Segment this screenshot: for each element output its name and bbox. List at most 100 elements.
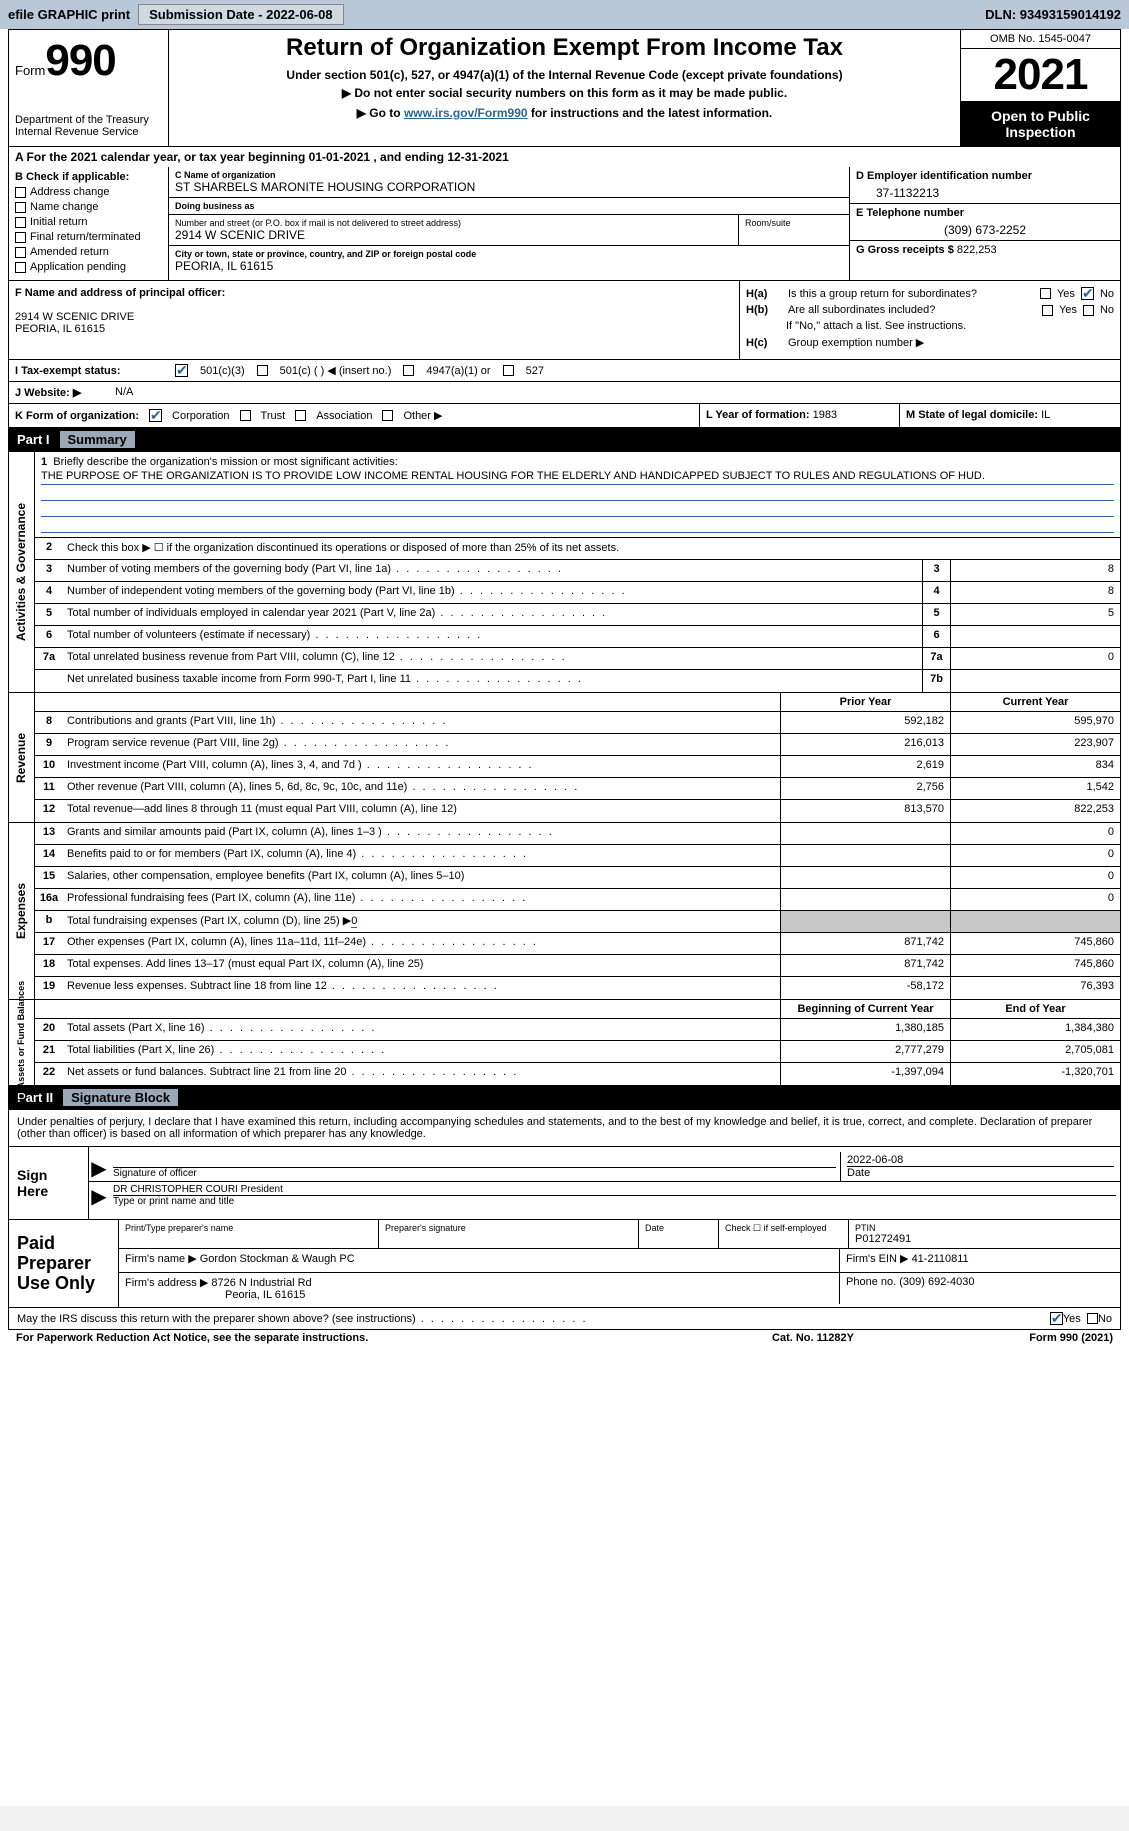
org-name-value: ST SHARBELS MARONITE HOUSING CORPORATION bbox=[175, 180, 843, 194]
l16a-text: Professional fundraising fees (Part IX, … bbox=[63, 889, 780, 910]
signature-label: Signature of officer bbox=[113, 1167, 836, 1179]
l3-box: 3 bbox=[922, 560, 950, 581]
submission-date-button[interactable]: Submission Date - 2022-06-08 bbox=[138, 4, 344, 25]
officer-name-label: Type or print name and title bbox=[113, 1195, 1116, 1207]
assoc-checkbox[interactable] bbox=[295, 410, 306, 421]
application-pending-checkbox[interactable] bbox=[15, 262, 26, 273]
hb-text: Are all subordinates included? bbox=[788, 304, 1036, 316]
address-change-checkbox[interactable] bbox=[15, 187, 26, 198]
website-value: N/A bbox=[115, 386, 133, 399]
l6-num: 6 bbox=[35, 626, 63, 647]
l5-box: 5 bbox=[922, 604, 950, 625]
paid-preparer-block: Paid Preparer Use Only Print/Type prepar… bbox=[8, 1220, 1121, 1308]
l7b-num bbox=[35, 670, 63, 692]
ptin-label: PTIN bbox=[855, 1223, 1114, 1233]
street-cell: Number and street (or P.O. box if mail i… bbox=[169, 215, 739, 245]
l16b-curr-shaded bbox=[950, 911, 1120, 932]
prior-year-header: Prior Year bbox=[780, 693, 950, 711]
4947-checkbox[interactable] bbox=[403, 365, 414, 376]
l15-text: Salaries, other compensation, employee b… bbox=[63, 867, 780, 888]
prep-selfemp-cell[interactable]: Check ☐ if self-employed bbox=[719, 1220, 849, 1248]
na-tab-label: Net Assets or Fund Balances bbox=[17, 980, 27, 1104]
form-subtitle-1: Under section 501(c), 527, or 4947(a)(1)… bbox=[177, 66, 952, 84]
prep-ptin-cell: PTINP01272491 bbox=[849, 1220, 1120, 1248]
irs-link[interactable]: www.irs.gov/Form990 bbox=[404, 106, 528, 120]
l20-prior: 1,380,185 bbox=[780, 1019, 950, 1040]
column-c: C Name of organization ST SHARBELS MARON… bbox=[169, 167, 850, 280]
firm-ein-cell: Firm's EIN ▶ 41-2110811 bbox=[840, 1249, 1120, 1272]
l19-text: Revenue less expenses. Subtract line 18 … bbox=[63, 977, 780, 999]
firm-name-cell: Firm's name ▶ Gordon Stockman & Waugh PC bbox=[119, 1249, 840, 1272]
hb-yes-checkbox[interactable] bbox=[1042, 305, 1053, 316]
firm-ein-value: 41-2110811 bbox=[912, 1253, 969, 1265]
address-row: Number and street (or P.O. box if mail i… bbox=[169, 215, 849, 246]
hb-no-checkbox[interactable] bbox=[1083, 305, 1094, 316]
ein-cell: D Employer identification number 37-1132… bbox=[850, 167, 1120, 204]
street-label: Number and street (or P.O. box if mail i… bbox=[175, 218, 732, 228]
l6-box: 6 bbox=[922, 626, 950, 647]
page-footer: For Paperwork Reduction Act Notice, see … bbox=[8, 1330, 1121, 1346]
mission-blank-2 bbox=[41, 501, 1114, 517]
discuss-no-label: No bbox=[1098, 1313, 1112, 1325]
discuss-yes-checkbox[interactable] bbox=[1050, 1312, 1063, 1325]
prep-name-cell[interactable]: Print/Type preparer's name bbox=[119, 1220, 379, 1248]
l21-curr: 2,705,081 bbox=[950, 1041, 1120, 1062]
corp-checkbox[interactable] bbox=[149, 409, 162, 422]
hc-label: H(c) bbox=[746, 337, 782, 349]
part-2-header: Part II Signature Block bbox=[8, 1086, 1121, 1110]
ha-no-checkbox[interactable] bbox=[1081, 287, 1094, 300]
501c-label: 501(c) ( ) ◀ (insert no.) bbox=[280, 364, 392, 377]
ha-text: Is this a group return for subordinates? bbox=[788, 288, 1034, 300]
final-return-checkbox[interactable] bbox=[15, 232, 26, 243]
sub3-pre: ▶ Go to bbox=[357, 106, 404, 120]
l9-num: 9 bbox=[35, 734, 63, 755]
4947-label: 4947(a)(1) or bbox=[426, 365, 490, 377]
l-cell: L Year of formation: 1983 bbox=[700, 404, 900, 427]
firm-ein-label: Firm's EIN ▶ bbox=[846, 1253, 909, 1265]
form-number: 990 bbox=[45, 36, 115, 85]
l13-num: 13 bbox=[35, 823, 63, 844]
prep-name-label: Print/Type preparer's name bbox=[125, 1223, 372, 1233]
name-field[interactable]: DR CHRISTOPHER COURI President Type or p… bbox=[109, 1182, 1120, 1209]
amended-return-checkbox[interactable] bbox=[15, 247, 26, 258]
trust-checkbox[interactable] bbox=[240, 410, 251, 421]
dba-label: Doing business as bbox=[175, 201, 843, 211]
sig-arrow-icon: ▶ bbox=[89, 1156, 109, 1181]
hb-no-label: No bbox=[1100, 304, 1114, 316]
m-cell: M State of legal domicile: IL bbox=[900, 404, 1120, 427]
signature-field[interactable]: Signature of officer bbox=[109, 1147, 840, 1181]
l21-prior: 2,777,279 bbox=[780, 1041, 950, 1062]
l3-num: 3 bbox=[35, 560, 63, 581]
firm-phone-label: Phone no. bbox=[846, 1276, 896, 1288]
dba-cell: Doing business as bbox=[169, 198, 849, 215]
initial-return-checkbox[interactable] bbox=[15, 217, 26, 228]
527-checkbox[interactable] bbox=[503, 365, 514, 376]
discuss-yes-label: Yes bbox=[1063, 1313, 1081, 1325]
exp-tab: Expenses bbox=[9, 823, 35, 999]
l14-prior bbox=[780, 845, 950, 866]
l10-prior: 2,619 bbox=[780, 756, 950, 777]
mission-blank-1 bbox=[41, 485, 1114, 501]
form-ref: Form 990 (2021) bbox=[913, 1332, 1113, 1344]
firm-name-label: Firm's name ▶ bbox=[125, 1253, 197, 1265]
other-checkbox[interactable] bbox=[382, 410, 393, 421]
sign-here-label: Sign Here bbox=[9, 1147, 89, 1219]
header-left: Form990 Department of the Treasury Inter… bbox=[9, 30, 169, 146]
city-cell: City or town, state or province, country… bbox=[169, 246, 849, 276]
501c3-checkbox[interactable] bbox=[175, 364, 188, 377]
boy-header: Beginning of Current Year bbox=[780, 1000, 950, 1018]
l10-num: 10 bbox=[35, 756, 63, 777]
ha-yes-checkbox[interactable] bbox=[1040, 288, 1051, 299]
l7a-box: 7a bbox=[922, 648, 950, 669]
prep-date-cell[interactable]: Date bbox=[639, 1220, 719, 1248]
discuss-no-checkbox[interactable] bbox=[1087, 1313, 1098, 1324]
501c-checkbox[interactable] bbox=[257, 365, 268, 376]
officer-and-h-row: F Name and address of principal officer:… bbox=[8, 281, 1121, 360]
l8-text: Contributions and grants (Part VIII, lin… bbox=[63, 712, 780, 733]
paid-preparer-label: Paid Preparer Use Only bbox=[9, 1220, 119, 1307]
prep-sig-cell[interactable]: Preparer's signature bbox=[379, 1220, 639, 1248]
l20-num: 20 bbox=[35, 1019, 63, 1040]
l4-val: 8 bbox=[950, 582, 1120, 603]
ag-tab-label: Activities & Governance bbox=[15, 503, 29, 641]
name-change-checkbox[interactable] bbox=[15, 202, 26, 213]
